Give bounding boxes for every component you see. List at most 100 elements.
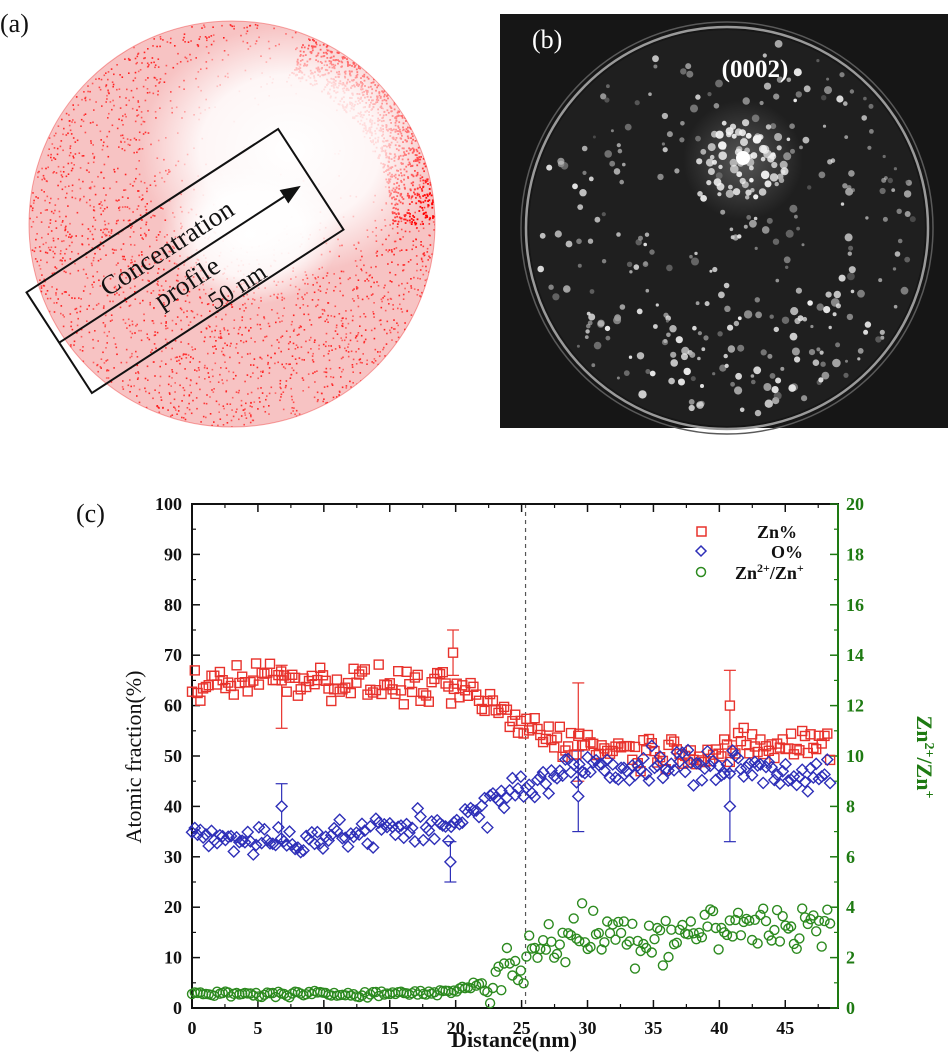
atom-point [43,178,46,180]
ion-spot [739,407,745,413]
atom-point [171,414,174,416]
marker-ratio [783,923,794,934]
atom-point [241,319,243,322]
atom-point [280,336,282,339]
atom-point [366,363,368,365]
atom-point [81,350,84,352]
atom-point [357,279,360,281]
atom-point [125,115,127,118]
ion-spot [774,181,779,187]
atom-point [122,219,125,222]
atom-point [113,171,116,173]
marker-o [631,759,645,773]
atom-point [65,234,67,237]
atom-point [314,371,316,373]
atom-point [233,327,235,329]
ion-spot [707,143,716,152]
ion-spot [609,160,616,167]
atom-point [62,149,64,152]
ion-spot [881,177,887,183]
atom-point [113,337,115,339]
atom-point [427,206,429,208]
atom-point [426,251,429,253]
ion-spot [749,219,757,228]
marker-zn [189,665,201,676]
atom-point [363,313,365,315]
atom-point [420,244,422,246]
y-tick-label: 10 [164,948,182,968]
atom-point [119,306,122,309]
atom-point [50,153,52,156]
atom-point [100,171,103,174]
marker-zn [749,741,761,752]
atom-point [224,342,226,345]
atom-point [50,210,53,213]
ion-spot [707,168,715,175]
atom-point [356,265,358,267]
marker-ratio [632,935,643,947]
atom-point [45,167,47,170]
atom-point [290,395,293,398]
atom-point [184,418,187,421]
ion-spot [720,209,726,215]
atom-point [207,324,210,327]
atom-point [355,350,357,353]
marker-o [544,764,558,778]
ion-spot [548,284,554,290]
ion-spot [715,79,723,88]
atom-point [393,240,396,243]
marker-ratio [521,951,532,962]
atom-point [124,297,126,300]
atom-point [136,87,138,90]
atom-point [92,308,95,310]
atom-point [74,197,77,200]
atom-point [183,394,185,397]
marker-o [656,771,670,785]
marker-zn [412,669,423,681]
ion-spot [688,404,695,412]
marker-ratio [515,965,526,976]
atom-point [280,393,283,396]
marker-zn [256,667,267,679]
marker-ratio [652,922,663,934]
atom-point [92,144,94,146]
marker-ratio [445,987,457,999]
atom-point [128,219,131,222]
atom-point [420,241,422,243]
atom-point [212,345,214,348]
atom-point [423,212,426,215]
atom-point [47,154,50,157]
atom-point [116,292,118,294]
marker-ratio [493,961,504,972]
atom-point [135,168,138,170]
y-tick-label: 60 [164,696,182,716]
atom-point [68,114,70,116]
atom-point [323,386,326,388]
atom-point [217,424,219,427]
atom-point [289,377,292,379]
ion-spot [789,204,798,213]
atom-point [392,304,394,306]
marker-o [266,837,280,851]
ion-spot [760,156,766,162]
ion-spot [772,238,780,245]
atom-point [70,162,73,164]
atom-point [219,373,221,376]
atom-point [81,98,83,101]
atom-point [147,48,149,50]
ion-spot [643,242,647,247]
atom-point [103,177,105,179]
atom-point [312,352,314,355]
atom-point [318,344,320,347]
atom-point [318,348,320,350]
marker-o [277,834,291,848]
atom-point [104,223,107,226]
marker-zn [746,729,758,740]
atom-point [183,389,186,392]
atom-point [137,70,140,73]
marker-o [542,786,556,800]
atom-point [120,141,122,143]
ion-spot [692,325,697,331]
ion-spot [896,208,902,214]
y2-tick-label: 18 [846,544,864,564]
